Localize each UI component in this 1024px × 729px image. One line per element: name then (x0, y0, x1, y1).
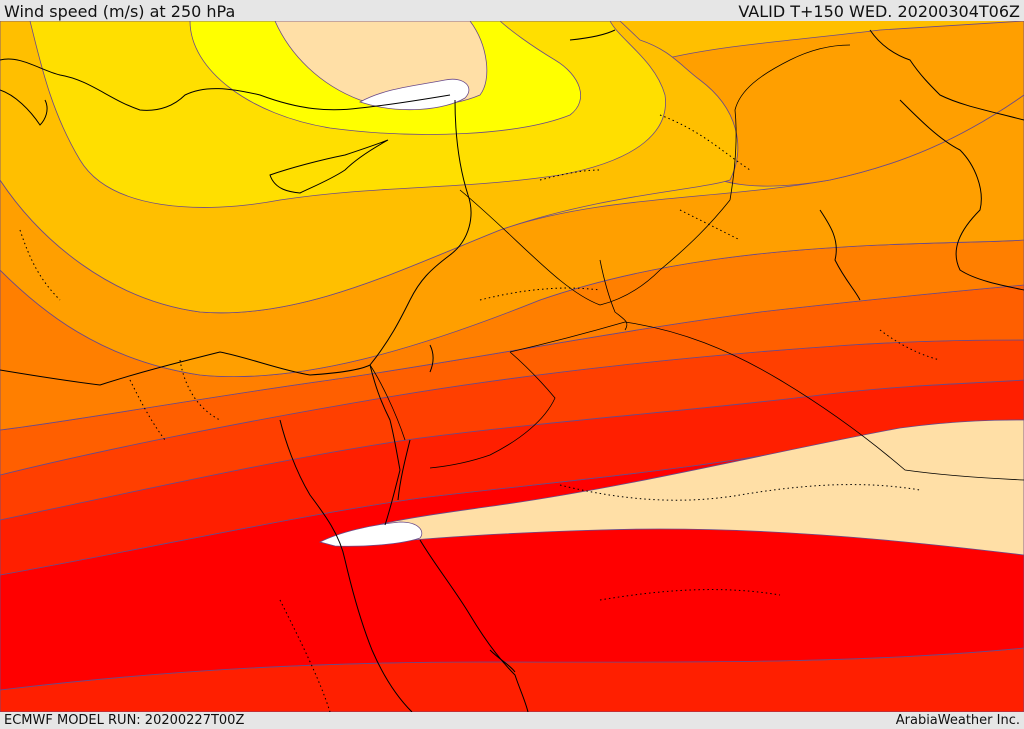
band-white-jet (318, 521, 423, 547)
coastlines (0, 29, 1024, 712)
footer-bar: ECMWF MODEL RUN: 20200227T00Z ArabiaWeat… (0, 712, 1024, 729)
wind-speed-map (0, 21, 1024, 712)
internal-borders (19, 114, 941, 712)
valid-time: VALID T+150 WED. 20200304T06Z (738, 2, 1020, 21)
borders (369, 44, 1024, 481)
band-white-north (359, 78, 470, 111)
weather-map[interactable] (0, 21, 1024, 712)
header-bar: Wind speed (m/s) at 250 hPa VALID T+150 … (0, 0, 1024, 22)
credit-text: ArabiaWeather Inc. (895, 713, 1020, 728)
model-run: ECMWF MODEL RUN: 20200227T00Z (4, 713, 245, 728)
map-title: Wind speed (m/s) at 250 hPa (4, 2, 236, 21)
band-ffdfa6-jet (329, 419, 1024, 556)
